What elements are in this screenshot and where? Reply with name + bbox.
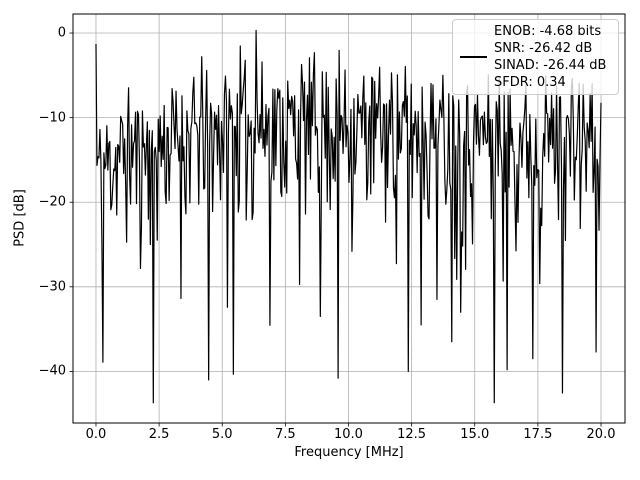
x-tick-label: 20.0	[586, 427, 616, 442]
legend-entry: SFDR: 0.34	[494, 75, 566, 90]
x-tick-label: 5.0	[211, 427, 233, 442]
y-axis-label: PSD [dB]	[12, 189, 28, 247]
legend-entry: SNR: -26.42 dB	[494, 41, 593, 56]
legend-entry: SINAD: -26.44 dB	[494, 58, 607, 73]
x-tick-label: 10.0	[334, 427, 363, 442]
y-tick-label: 0	[57, 25, 66, 41]
x-tick-label: 7.5	[275, 427, 296, 442]
x-tick-label: 15.0	[460, 427, 490, 442]
legend-entry: ENOB: -4.68 bits	[494, 24, 602, 39]
x-tick-label: 2.5	[148, 427, 170, 442]
x-tick-label: 0.0	[85, 427, 107, 442]
legend: ENOB: -4.68 bits SNR: -26.42 dB SINAD: -26…	[452, 19, 619, 95]
x-tick-label: 17.5	[523, 427, 553, 442]
y-tick-label: −30	[38, 279, 66, 295]
y-tick-label: −40	[38, 363, 66, 379]
legend-entries: ENOB: -4.68 bits SNR: -26.42 dB SINAD: -26…	[494, 23, 606, 91]
x-tick-label: 12.5	[397, 427, 427, 442]
x-axis-label: Frequency [MHz]	[294, 445, 404, 460]
y-tick-label: −10	[38, 110, 66, 126]
legend-line-sample-icon	[460, 56, 487, 58]
y-tick-label: −20	[38, 194, 66, 210]
